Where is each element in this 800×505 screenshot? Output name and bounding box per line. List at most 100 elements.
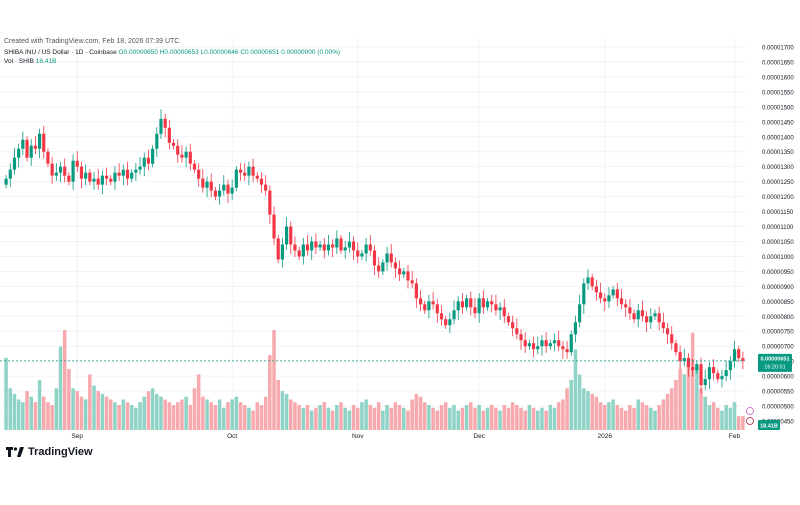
volume-bar [192, 388, 197, 430]
volume-bar [544, 410, 548, 430]
candle-body [578, 304, 582, 323]
volume-bar [531, 407, 536, 430]
candle [603, 293, 607, 311]
candle-body [226, 184, 230, 194]
volume-bar [16, 399, 21, 430]
candle-body [670, 334, 674, 344]
volume-bar [577, 374, 582, 430]
volume-bar [590, 393, 594, 430]
candle [117, 163, 121, 181]
volume-bar [159, 396, 163, 430]
candle [548, 339, 552, 350]
volume-bar [477, 405, 481, 430]
volume-bar [62, 330, 67, 430]
candle [305, 234, 310, 256]
candle [197, 163, 201, 187]
candle-body [176, 145, 180, 155]
candle-body [29, 145, 33, 158]
volume-bar [628, 405, 632, 430]
candle [360, 249, 364, 261]
candle [598, 282, 603, 304]
symbol-legend: SHIBA INU / US Dollar · 1D · Coinbase O0… [4, 49, 340, 56]
candle-body [151, 148, 155, 164]
candle [201, 169, 205, 193]
candle [218, 184, 222, 205]
volume-bar [339, 402, 343, 430]
candle-body [364, 244, 368, 254]
candle [46, 148, 50, 168]
volume-bar [12, 393, 17, 430]
candle [331, 239, 335, 258]
candle-body [117, 172, 121, 176]
volume-bar [113, 402, 117, 430]
symbol-title: SHIBA INU / US Dollar · 1D · Coinbase [4, 49, 117, 56]
volume-bar [209, 402, 213, 430]
candle [628, 299, 632, 320]
volume-bar [427, 405, 431, 430]
candle [649, 308, 653, 329]
candle-body [427, 301, 431, 311]
flag-marker-icon[interactable] [746, 417, 754, 425]
candle-body [167, 127, 171, 143]
candle [268, 185, 272, 225]
volume-bar [724, 405, 728, 430]
candle-body [377, 265, 381, 272]
candle-body [243, 172, 247, 176]
candle-body [502, 307, 506, 317]
candle-body [88, 172, 92, 182]
candle-body [712, 367, 716, 374]
volume-bar [322, 402, 327, 430]
candle [707, 362, 712, 389]
volume-bar [155, 393, 159, 430]
candle [50, 157, 54, 184]
candle [590, 273, 594, 290]
candle [519, 329, 523, 350]
candle-body [201, 178, 205, 188]
candle-body [402, 271, 406, 275]
event-marker-icon[interactable] [746, 407, 754, 415]
candle-body [314, 241, 318, 248]
candle [343, 240, 347, 259]
volume-bar [519, 407, 523, 430]
candle [226, 179, 230, 204]
candle-body [691, 367, 695, 371]
candle-body [531, 343, 536, 350]
volume-bar [234, 396, 239, 430]
volume-bar [707, 405, 712, 430]
candle [712, 359, 716, 380]
candle-body [414, 283, 418, 299]
volume-bar [661, 399, 666, 430]
volume-bar [422, 402, 427, 430]
y-tick-label: 0.00001000 [762, 255, 794, 261]
candle-body [58, 166, 63, 173]
candle-body [506, 316, 511, 323]
volume-bar [268, 355, 272, 430]
volume-bar [117, 405, 121, 430]
tradingview-logo[interactable]: TradingView [6, 446, 93, 458]
volume-bar [368, 405, 373, 430]
volume-bar [510, 402, 515, 430]
candle [339, 234, 343, 255]
candle [29, 139, 33, 166]
volume-bar [481, 410, 486, 430]
candle [523, 332, 527, 353]
candle [33, 136, 37, 154]
tradingview-logo-icon [6, 447, 24, 457]
candle [578, 294, 582, 328]
x-tick-label: Sep [71, 433, 83, 440]
candle-body [71, 160, 75, 182]
candle-body [247, 166, 251, 176]
candle [322, 237, 326, 259]
candle-body [155, 133, 159, 149]
volume-bar [96, 391, 100, 430]
candle [100, 170, 104, 195]
candle [259, 172, 264, 193]
volume-bar [54, 388, 59, 430]
candle [423, 300, 427, 314]
volume-bar [100, 393, 105, 430]
volume-bar [439, 405, 444, 430]
candle-body [188, 151, 192, 164]
volume-bar [222, 407, 226, 430]
